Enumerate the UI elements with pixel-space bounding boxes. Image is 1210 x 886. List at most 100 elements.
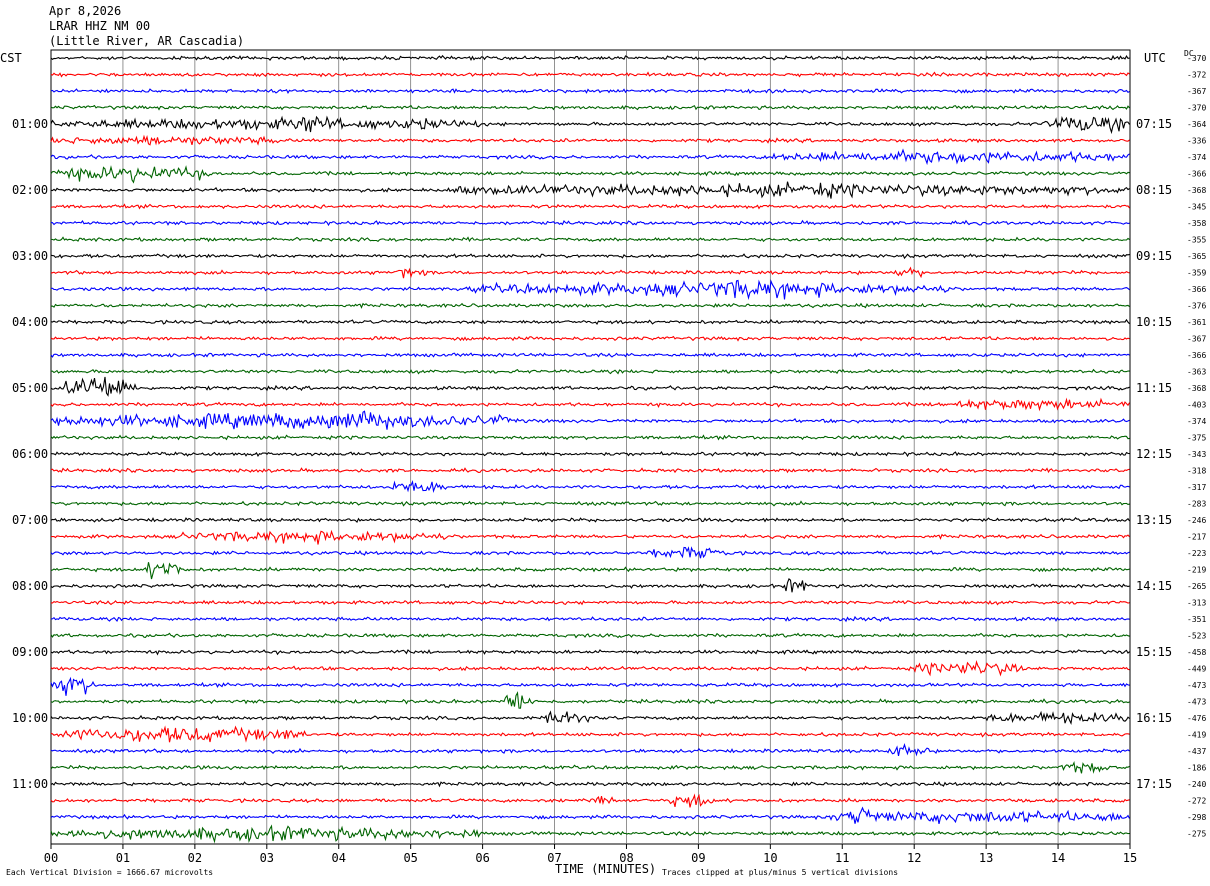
x-tick-label: 07 [547,851,561,865]
seismic-trace [50,376,1130,397]
seismic-trace [50,148,1130,166]
dc-offset-label: -358 [1187,219,1206,228]
dc-offset-label: -361 [1187,318,1206,327]
right-hour-label: 16:15 [1136,711,1172,725]
seismic-trace [50,88,1130,94]
dc-offset-label: -317 [1187,483,1206,492]
seismic-trace [50,467,1130,474]
dc-offset-label: -374 [1187,153,1206,162]
dc-offset-label: -364 [1187,120,1206,129]
header-station: LRAR HHZ NM 00 [49,19,151,33]
right-hour-label: 11:15 [1136,381,1172,395]
x-tick-label: 03 [260,851,274,865]
dc-offset-label: -355 [1187,236,1206,245]
dc-offset-label: -272 [1187,797,1206,806]
seismic-trace [50,203,1130,210]
left-hour-label: 09:00 [12,645,48,659]
right-hour-label: 12:15 [1136,447,1172,461]
dc-offset-label: -366 [1187,285,1206,294]
right-hour-label: 14:15 [1136,579,1172,593]
left-hour-label: 11:00 [12,777,48,791]
seismic-trace [51,279,1130,300]
seismic-trace [50,806,1130,825]
seismic-trace [50,410,1130,430]
right-hour-label: 07:15 [1136,117,1172,131]
seismic-trace [50,632,1130,639]
seismic-trace [50,529,1130,545]
header-location: (Little River, AR Cascadia) [49,34,245,48]
dc-offset-label: -375 [1187,434,1206,443]
dc-offset-label: -372 [1187,71,1206,80]
x-tick-label: 01 [116,851,130,865]
dc-offset-label: -246 [1187,516,1206,525]
left-hour-label: 07:00 [12,513,48,527]
right-hour-label: 13:15 [1136,513,1172,527]
seismic-trace [50,181,1130,199]
dc-offset-label: -240 [1187,780,1206,789]
seismic-trace [50,577,1130,593]
left-hour-label: 04:00 [12,315,48,329]
dc-offset-label: -186 [1187,764,1206,773]
footer-clip-note: Traces clipped at plus/minus 5 vertical … [662,868,899,877]
seismic-trace [50,54,1130,62]
left-hour-label: 10:00 [12,711,48,725]
plot-frame [50,49,1131,845]
dc-offset-label: -370 [1187,104,1206,113]
x-tick-label: 04 [332,851,346,865]
dc-offset-label: -283 [1187,500,1206,509]
left-hour-label: 08:00 [12,579,48,593]
dc-offset-label: -403 [1187,401,1206,410]
x-tick-label: 02 [188,851,202,865]
dc-offset-label: -318 [1187,467,1206,476]
x-tick-label: 15 [1123,851,1137,865]
right-hour-label: 17:15 [1136,777,1172,791]
seismic-trace [51,480,1130,494]
seismic-trace [50,761,1130,774]
dc-offset-label: -366 [1187,351,1206,360]
left-hour-label: 01:00 [12,117,48,131]
x-tick-label: 11 [835,851,849,865]
seismic-trace [50,725,1130,743]
seismic-trace [50,165,1130,184]
seismic-trace [51,451,1130,458]
seismic-trace [50,615,1130,623]
seismic-trace [50,691,1130,709]
seismic-trace [50,824,1130,844]
dc-offset-label: -473 [1187,698,1206,707]
dc-offset-label: -365 [1187,252,1206,261]
dc-offset-label: -437 [1187,747,1206,756]
seismic-trace [50,368,1130,375]
seismic-trace [50,516,1130,524]
left-hour-label: 03:00 [12,249,48,263]
dc-offset-label: -523 [1187,632,1206,641]
x-tick-label: 10 [763,851,777,865]
dc-offset-label: -368 [1187,186,1206,195]
left-hour-label: 06:00 [12,447,48,461]
right-hour-label: 10:15 [1136,315,1172,329]
seismic-trace [50,266,1130,279]
dc-column-label: DC [1184,49,1194,58]
seismic-trace [50,219,1130,227]
x-tick-label: 06 [475,851,489,865]
header-date: Apr 8,2026 [49,4,122,18]
dc-offset-label: -265 [1187,582,1206,591]
seismic-trace [50,115,1130,135]
seismic-trace [50,500,1130,507]
dc-offset-label: -313 [1187,599,1206,608]
seismic-trace [50,104,1130,111]
dc-offset-label: -343 [1187,450,1206,459]
x-axis-title: TIME (MINUTES) [555,862,657,876]
seismic-trace [50,302,1130,309]
left-hour-label: 05:00 [12,381,48,395]
dc-offset-label: -366 [1187,170,1206,179]
dc-offset-label: -363 [1187,368,1206,377]
dc-offset-label: -473 [1187,681,1206,690]
dc-offset-label: -419 [1187,731,1206,740]
left-timezone-label: CST [0,51,22,65]
dc-offset-label: -359 [1187,269,1206,278]
x-tick-label: 13 [979,851,993,865]
seismic-trace [50,335,1130,342]
right-timezone-label: UTC [1144,51,1166,65]
dc-offset-label: -476 [1187,714,1206,723]
dc-offset-label: -298 [1187,813,1206,822]
